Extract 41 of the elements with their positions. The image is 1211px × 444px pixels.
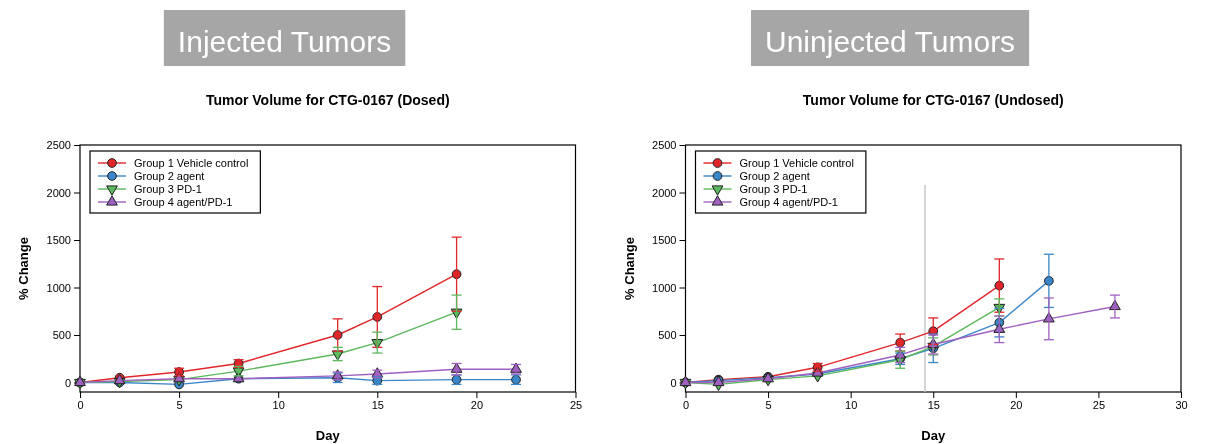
legend-label: Group 2 agent — [134, 170, 205, 182]
y-axis-title: % Change — [621, 237, 637, 300]
chart-subtitle: Tumor Volume for CTG-0167 (Dosed) — [205, 92, 450, 108]
chart-title: Injected Tumors — [177, 25, 392, 58]
y-tick-label: 500 — [52, 329, 71, 342]
y-tick-label: 0 — [670, 376, 677, 389]
y-tick-label: 2000 — [652, 186, 677, 199]
legend-label: Group 4 agent/PD-1 — [134, 196, 233, 208]
x-tick-label: 20 — [470, 398, 484, 411]
x-axis-title: Day — [921, 428, 946, 443]
x-tick-label: 20 — [1010, 398, 1023, 411]
x-tick-label: 0 — [77, 398, 84, 411]
x-tick-label: 15 — [927, 398, 940, 411]
x-tick-label: 0 — [682, 398, 690, 411]
x-tick-label: 10 — [845, 398, 858, 411]
y-tick-label: 500 — [658, 329, 677, 342]
legend-label: Group 2 agent — [739, 170, 810, 182]
y-tick-label: 1000 — [652, 281, 677, 294]
y-tick-label: 2500 — [46, 139, 71, 152]
x-tick-label: 25 — [569, 398, 583, 411]
legend-label: Group 1 Vehicle control — [134, 157, 249, 169]
y-tick-label: 0 — [64, 376, 71, 389]
y-tick-label: 1500 — [652, 234, 677, 247]
y-axis-title: % Change — [16, 237, 31, 300]
x-tick-label: 15 — [371, 398, 384, 411]
y-tick-label: 1000 — [46, 281, 71, 294]
legend-label: Group 3 PD-1 — [739, 183, 808, 195]
chart-title: Uninjected Tumors — [765, 25, 1016, 58]
chart-subtitle: Tumor Volume for CTG-0167 (Undosed) — [802, 92, 1064, 108]
y-tick-label: 1500 — [46, 234, 71, 247]
legend-label: Group 1 Vehicle control — [739, 157, 854, 169]
x-tick-label: 5 — [765, 398, 772, 411]
legend-label: Group 4 agent/PD-1 — [739, 196, 838, 208]
x-axis-title: Day — [315, 428, 341, 443]
x-tick-label: 30 — [1175, 398, 1188, 411]
legend-label: Group 3 PD-1 — [134, 183, 202, 195]
x-tick-label: 10 — [272, 398, 285, 411]
y-tick-label: 2500 — [652, 139, 677, 152]
x-tick-label: 5 — [176, 398, 183, 411]
y-tick-label: 2000 — [46, 186, 71, 199]
x-tick-label: 25 — [1092, 398, 1106, 411]
